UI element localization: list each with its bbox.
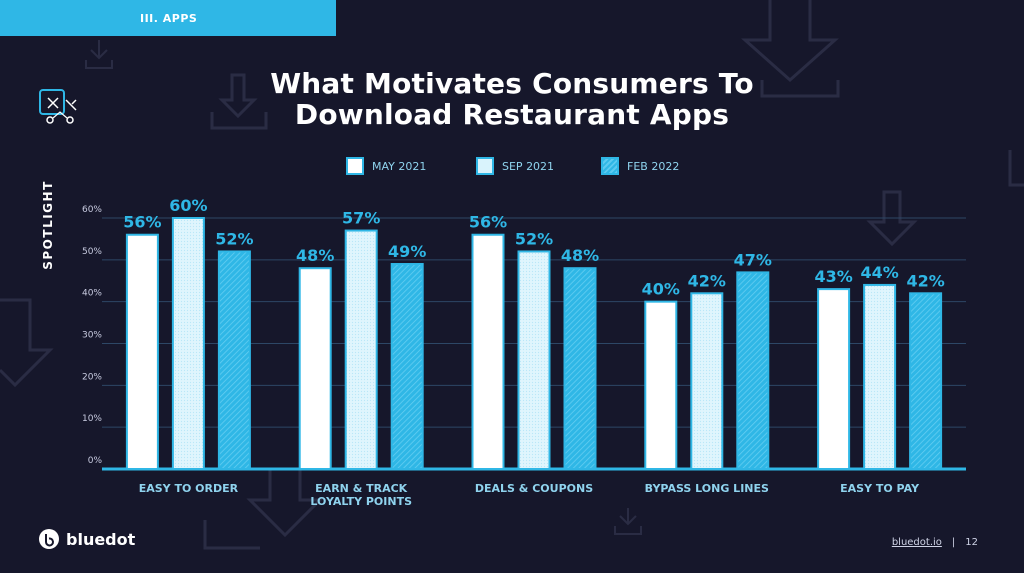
download-arrow-icon bbox=[85, 40, 113, 69]
spotlight-arrows-icon bbox=[39, 89, 77, 124]
y-tick-label: 10% bbox=[82, 414, 102, 424]
footer-separator: | bbox=[951, 537, 956, 548]
category-label: EASY TO ORDER bbox=[139, 482, 239, 495]
page-number: 12 bbox=[965, 537, 978, 548]
legend-label-sep: SEP 2021 bbox=[502, 159, 555, 173]
download-arrow-icon bbox=[210, 73, 268, 130]
y-tick-label: 50% bbox=[82, 247, 102, 257]
bar-value-label: 48% bbox=[561, 246, 599, 265]
category-label: BYPASS LONG LINES bbox=[645, 482, 769, 495]
download-arrow-icon bbox=[203, 470, 324, 550]
bar-feb-2022 bbox=[736, 271, 770, 470]
logo-text: bluedot bbox=[66, 529, 136, 549]
legend-item-may-2021: MAY 2021 bbox=[346, 157, 426, 175]
bar-value-label: 42% bbox=[688, 271, 726, 290]
y-tick-label: 60% bbox=[82, 205, 102, 215]
category-label: EARN & TRACK bbox=[315, 482, 408, 495]
legend-item-sep-2021: SEP 2021 bbox=[476, 157, 554, 175]
bar-feb-2022 bbox=[909, 292, 943, 470]
bar-feb-2022 bbox=[217, 250, 251, 470]
bar-value-label: 43% bbox=[814, 267, 852, 286]
category-label: DEALS & COUPONS bbox=[475, 482, 593, 495]
bar-value-label: 60% bbox=[169, 196, 207, 215]
bar-sep-2021 bbox=[344, 229, 378, 470]
bar-value-label: 44% bbox=[860, 263, 898, 282]
bar-value-label: 40% bbox=[642, 280, 680, 299]
download-arrow-icon bbox=[741, 0, 840, 98]
legend-swatch-sep bbox=[476, 157, 494, 175]
legend-label-feb: FEB 2022 bbox=[627, 159, 680, 173]
section-tab: III. APPS bbox=[0, 0, 336, 36]
bar-may-2021 bbox=[298, 267, 332, 471]
legend-label-may: MAY 2021 bbox=[372, 159, 427, 173]
bluedot-logo: bluedot bbox=[38, 528, 135, 550]
bar-sep-2021 bbox=[863, 283, 897, 470]
footer-right: bluedot.io | 12 bbox=[892, 537, 978, 548]
bar-feb-2022 bbox=[390, 263, 424, 470]
download-arrow-icon bbox=[0, 298, 54, 388]
legend-swatch-feb bbox=[601, 157, 619, 175]
bar-may-2021 bbox=[125, 233, 159, 470]
download-arrow-icon bbox=[614, 508, 642, 535]
legend-swatch-may bbox=[346, 157, 364, 175]
category-label: LOYALTY POINTS bbox=[310, 495, 412, 508]
bar-value-label: 52% bbox=[515, 229, 553, 248]
bar-value-label: 47% bbox=[734, 250, 772, 269]
y-tick-label: 20% bbox=[82, 372, 102, 382]
bar-value-label: 56% bbox=[123, 213, 161, 232]
bar-sep-2021 bbox=[171, 217, 205, 470]
bar-value-label: 42% bbox=[906, 271, 944, 290]
bar-value-label: 57% bbox=[342, 209, 380, 228]
bar-sep-2021 bbox=[690, 292, 724, 470]
title-line-1: What Motivates Consumers To bbox=[270, 67, 754, 100]
y-tick-label: 30% bbox=[82, 331, 102, 341]
category-label: EASY TO PAY bbox=[840, 482, 920, 495]
bar-may-2021 bbox=[817, 288, 851, 470]
chart-title: What Motivates Consumers To Download Res… bbox=[180, 68, 844, 130]
chart-legend: MAY 2021 SEP 2021 FEB 2022 bbox=[0, 157, 1024, 177]
bar-value-label: 52% bbox=[215, 229, 253, 248]
bar-feb-2022 bbox=[563, 267, 597, 471]
legend-item-feb-2022: FEB 2022 bbox=[601, 157, 679, 175]
y-tick-label: 0% bbox=[88, 456, 103, 466]
website-link[interactable]: bluedot.io bbox=[891, 537, 942, 548]
bar-may-2021 bbox=[644, 300, 678, 470]
bar-sep-2021 bbox=[517, 250, 551, 470]
bar-value-label: 56% bbox=[469, 213, 507, 232]
download-arrow-icon bbox=[1008, 150, 1024, 187]
bar-may-2021 bbox=[471, 233, 505, 470]
bluedot-logo-icon bbox=[39, 529, 59, 549]
bar-value-label: 49% bbox=[388, 242, 426, 261]
download-arrow-icon bbox=[866, 190, 918, 247]
y-tick-label: 40% bbox=[82, 289, 102, 299]
title-line-2: Download Restaurant Apps bbox=[294, 98, 730, 131]
bar-value-label: 48% bbox=[296, 246, 334, 265]
